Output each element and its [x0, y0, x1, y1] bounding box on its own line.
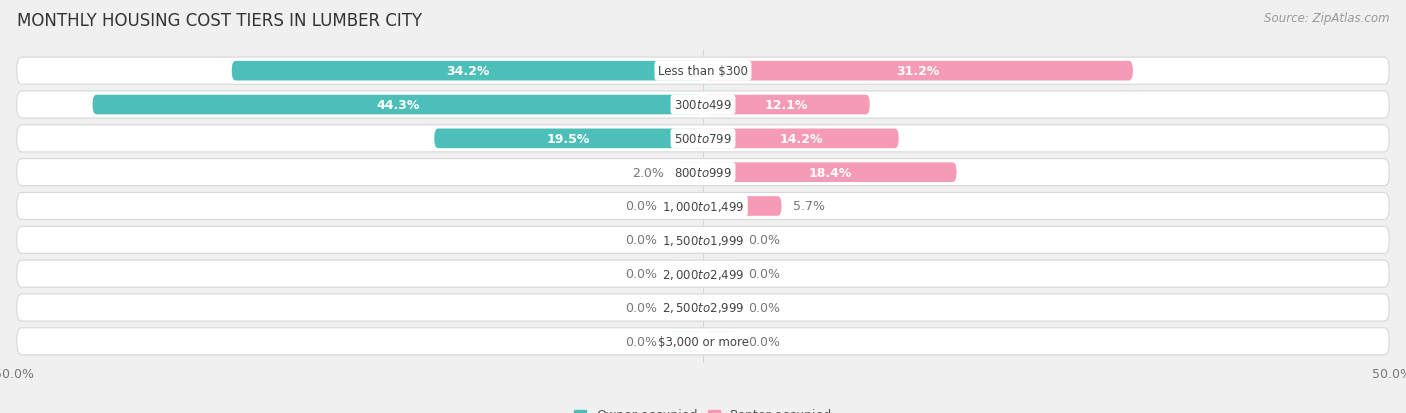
FancyBboxPatch shape: [703, 197, 782, 216]
Text: MONTHLY HOUSING COST TIERS IN LUMBER CITY: MONTHLY HOUSING COST TIERS IN LUMBER CIT…: [17, 12, 422, 30]
FancyBboxPatch shape: [703, 129, 898, 149]
FancyBboxPatch shape: [703, 332, 738, 351]
FancyBboxPatch shape: [703, 264, 738, 284]
Text: 0.0%: 0.0%: [748, 234, 780, 247]
FancyBboxPatch shape: [703, 298, 738, 318]
FancyBboxPatch shape: [17, 294, 1389, 321]
Text: $2,000 to $2,499: $2,000 to $2,499: [662, 267, 744, 281]
FancyBboxPatch shape: [675, 163, 703, 183]
Legend: Owner-occupied, Renter-occupied: Owner-occupied, Renter-occupied: [568, 404, 838, 413]
Text: 44.3%: 44.3%: [377, 99, 419, 112]
FancyBboxPatch shape: [669, 230, 703, 250]
Text: 0.0%: 0.0%: [626, 335, 658, 348]
FancyBboxPatch shape: [703, 95, 870, 115]
Text: Source: ZipAtlas.com: Source: ZipAtlas.com: [1264, 12, 1389, 25]
Text: $300 to $499: $300 to $499: [673, 99, 733, 112]
Text: 18.4%: 18.4%: [808, 166, 852, 179]
Text: 5.7%: 5.7%: [793, 200, 824, 213]
Text: 0.0%: 0.0%: [626, 200, 658, 213]
FancyBboxPatch shape: [434, 129, 703, 149]
Text: $2,500 to $2,999: $2,500 to $2,999: [662, 301, 744, 315]
FancyBboxPatch shape: [703, 62, 1133, 81]
FancyBboxPatch shape: [17, 92, 1389, 119]
Text: 12.1%: 12.1%: [765, 99, 808, 112]
Text: $1,000 to $1,499: $1,000 to $1,499: [662, 199, 744, 214]
Text: 0.0%: 0.0%: [748, 301, 780, 314]
FancyBboxPatch shape: [669, 264, 703, 284]
Text: $3,000 or more: $3,000 or more: [658, 335, 748, 348]
Text: 2.0%: 2.0%: [633, 166, 665, 179]
FancyBboxPatch shape: [17, 159, 1389, 186]
FancyBboxPatch shape: [232, 62, 703, 81]
Text: 0.0%: 0.0%: [626, 301, 658, 314]
FancyBboxPatch shape: [93, 95, 703, 115]
FancyBboxPatch shape: [703, 163, 956, 183]
FancyBboxPatch shape: [17, 126, 1389, 152]
Text: $500 to $799: $500 to $799: [673, 133, 733, 145]
Text: Less than $300: Less than $300: [658, 65, 748, 78]
FancyBboxPatch shape: [17, 261, 1389, 287]
FancyBboxPatch shape: [17, 227, 1389, 254]
Text: 0.0%: 0.0%: [626, 268, 658, 280]
Text: $800 to $999: $800 to $999: [673, 166, 733, 179]
Text: 0.0%: 0.0%: [626, 234, 658, 247]
Text: $1,500 to $1,999: $1,500 to $1,999: [662, 233, 744, 247]
FancyBboxPatch shape: [669, 298, 703, 318]
FancyBboxPatch shape: [17, 328, 1389, 355]
Text: 0.0%: 0.0%: [748, 268, 780, 280]
FancyBboxPatch shape: [17, 58, 1389, 85]
FancyBboxPatch shape: [17, 193, 1389, 220]
Text: 31.2%: 31.2%: [896, 65, 939, 78]
Text: 14.2%: 14.2%: [779, 133, 823, 145]
FancyBboxPatch shape: [703, 230, 738, 250]
Text: 0.0%: 0.0%: [748, 335, 780, 348]
Text: 34.2%: 34.2%: [446, 65, 489, 78]
Text: 19.5%: 19.5%: [547, 133, 591, 145]
FancyBboxPatch shape: [669, 197, 703, 216]
FancyBboxPatch shape: [669, 332, 703, 351]
